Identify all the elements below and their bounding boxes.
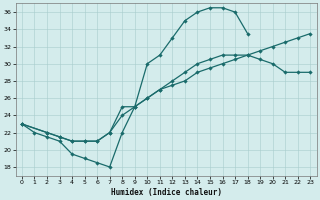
X-axis label: Humidex (Indice chaleur): Humidex (Indice chaleur) — [111, 188, 221, 197]
